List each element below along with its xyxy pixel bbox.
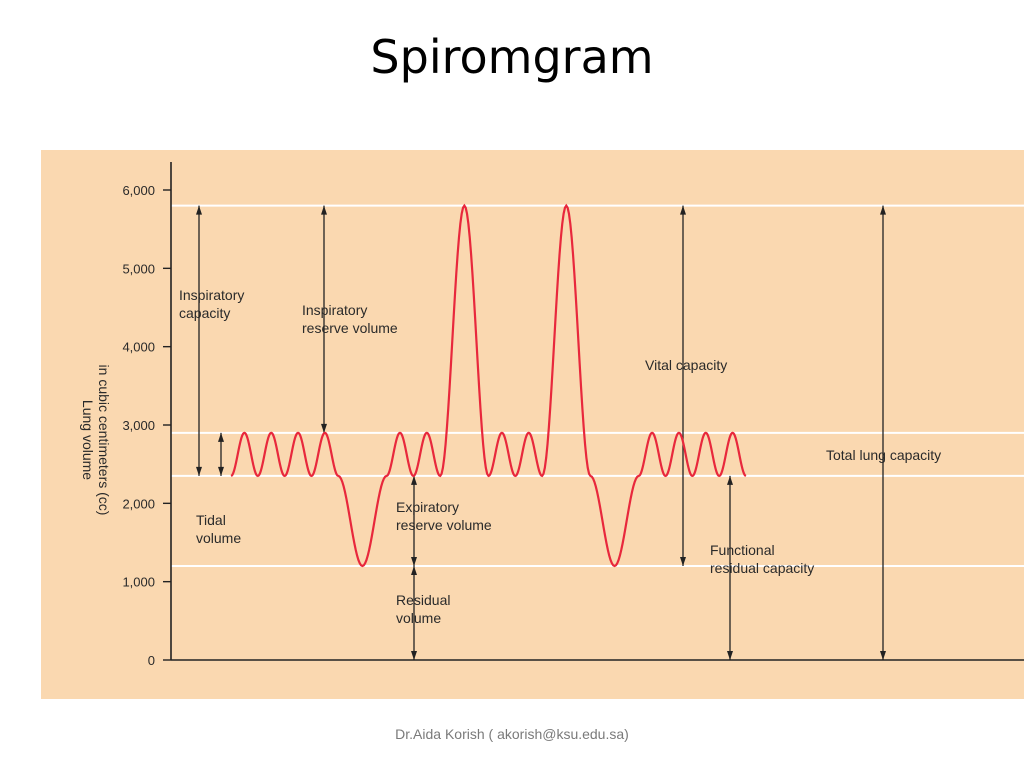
inspiratory-reserve-volume-label: Inspiratory reserve volume (302, 302, 398, 336)
y-tick-label: 6,000 (122, 183, 155, 198)
y-tick-label: 5,000 (122, 261, 155, 276)
arrow-head (880, 205, 886, 215)
slide-footer: Dr.Aida Korish ( akorish@ksu.edu.sa) (395, 726, 629, 742)
inspiratory-capacity-label: Inspiratory capacity (179, 287, 244, 321)
y-tick-label: 2,000 (122, 496, 155, 511)
y-tick-label: 3,000 (122, 418, 155, 433)
y-axis-ticks: 0 1,000 2,000 3,000 4,000 5,000 6,000 (122, 183, 171, 668)
y-tick-label: 1,000 (122, 575, 155, 590)
arrow-head (321, 423, 327, 433)
y-axis-subtitle: in cubic centimeters (cc) (96, 365, 112, 516)
reference-lines (171, 204, 1024, 567)
arrow-head (680, 557, 686, 566)
arrow-head (411, 557, 417, 566)
y-tick-label: 0 (148, 653, 155, 668)
arrow-head (411, 651, 417, 660)
lung-volume-trace (230, 203, 747, 568)
arrow-head (411, 475, 417, 485)
spirogram-chart: 0 1,000 2,000 3,000 4,000 5,000 6,000 Lung vol… (80, 162, 1024, 668)
total-lung-capacity-label: Total lung capacity (826, 447, 941, 463)
vital-capacity-label: Vital capacity (645, 357, 727, 373)
spirogram-figure: 0 1,000 2,000 3,000 4,000 5,000 6,000 Lung vol… (41, 150, 1024, 699)
y-axis-title: Lung volume (80, 400, 96, 480)
arrow-head (196, 205, 202, 215)
functional-residual-capacity-label: Functional residual capacity (710, 542, 814, 576)
tidal-volume-label: Tidal volume (196, 512, 241, 546)
y-axis-label: Lung volume in cubic centimeters (cc) (80, 365, 112, 516)
arrow-head (727, 651, 733, 660)
arrow-head (680, 205, 686, 215)
arrow-head (196, 466, 202, 476)
arrow-head (218, 432, 224, 442)
residual-volume-label: Residual volume (396, 592, 450, 626)
arrow-head (727, 475, 733, 485)
chart-axes (170, 162, 1024, 661)
arrow-head (218, 466, 224, 476)
slide-title: Spiromgram (370, 30, 654, 84)
annotations: Inspiratory capacity Inspiratory reserve vo… (179, 205, 941, 660)
arrow-head (411, 566, 417, 575)
arrow-head (880, 651, 886, 660)
y-tick-label: 4,000 (122, 340, 155, 355)
arrow-head (321, 205, 327, 215)
expiratory-reserve-volume-label: Expiratory reserve volume (396, 499, 492, 533)
